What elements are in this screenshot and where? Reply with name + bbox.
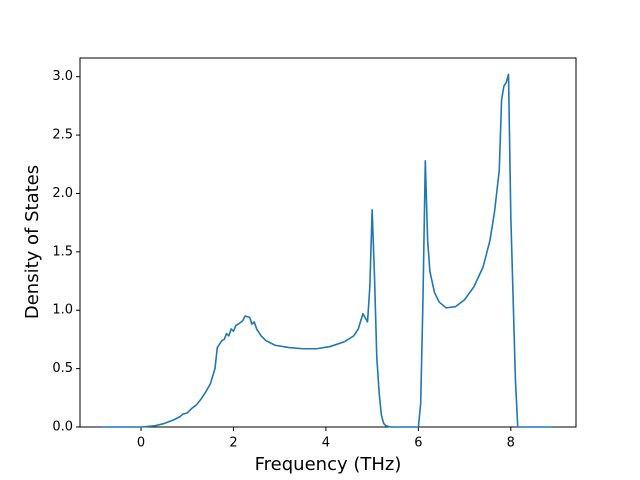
y-tick-label: 1.0 (52, 303, 73, 318)
y-tick-label: 0.5 (52, 361, 73, 376)
x-tick-label: 4 (322, 436, 330, 451)
y-tick-label: 0.0 (52, 420, 73, 435)
y-axis-label: Density of States (22, 165, 43, 319)
plot-frame (79, 57, 577, 428)
x-tick-label: 2 (229, 436, 237, 451)
y-tick-label: 2.0 (52, 186, 73, 201)
y-tick-label: 3.0 (52, 69, 73, 84)
y-tick-label: 1.5 (52, 244, 73, 259)
x-axis-label: Frequency (THz) (255, 454, 402, 475)
x-tick-label: 6 (414, 436, 422, 451)
y-tick-label: 2.5 (52, 128, 73, 143)
line-series (101, 73, 553, 428)
x-tick-label: 0 (137, 436, 145, 451)
x-tick-label: 8 (507, 436, 515, 451)
